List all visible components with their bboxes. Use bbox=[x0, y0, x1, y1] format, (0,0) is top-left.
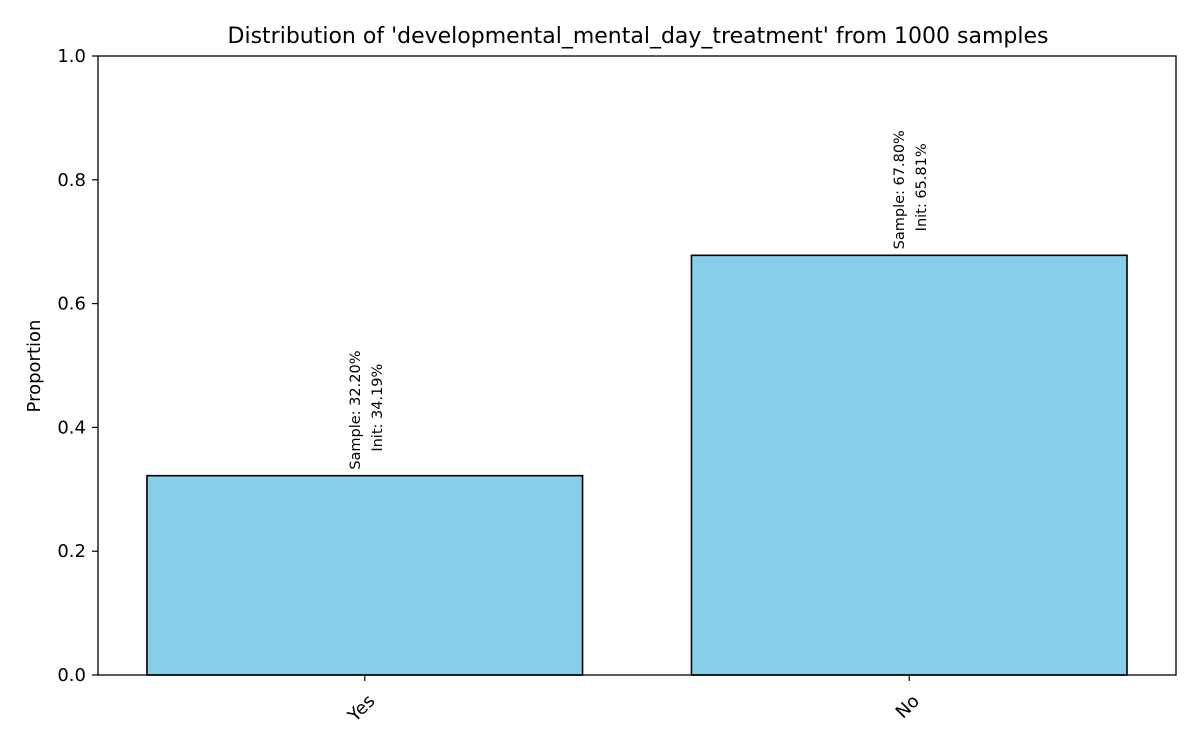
bar-labels-layer: Sample: 32.20% Init: 34.19% Sample: 67.80%… bbox=[348, 130, 930, 470]
y-tick-label: 0.4 bbox=[57, 417, 86, 438]
x-tick-label: Yes bbox=[343, 691, 379, 727]
bar-no bbox=[690, 254, 1128, 676]
bars-layer bbox=[146, 254, 1128, 676]
y-axis: 0.0 0.2 0.4 0.6 0.8 1.0 bbox=[57, 46, 98, 686]
y-axis-label: Proportion bbox=[24, 320, 45, 413]
x-axis: Yes No bbox=[343, 675, 924, 727]
x-tick-label: No bbox=[892, 691, 924, 723]
bar-label-yes: Sample: 32.20% Init: 34.19% bbox=[348, 351, 386, 470]
y-tick-label: 0.6 bbox=[57, 294, 86, 315]
y-tick-label: 0.8 bbox=[57, 170, 86, 191]
bar-yes bbox=[146, 474, 584, 676]
y-tick-label: 0.0 bbox=[57, 665, 86, 686]
bar-label-no: Sample: 67.80% Init: 65.81% bbox=[892, 130, 930, 249]
y-tick-label: 0.2 bbox=[57, 541, 86, 562]
plot-frame bbox=[97, 55, 1177, 676]
y-tick-label: 1.0 bbox=[57, 46, 86, 67]
chart-title: Distribution of 'developmental_mental_da… bbox=[228, 24, 1049, 49]
